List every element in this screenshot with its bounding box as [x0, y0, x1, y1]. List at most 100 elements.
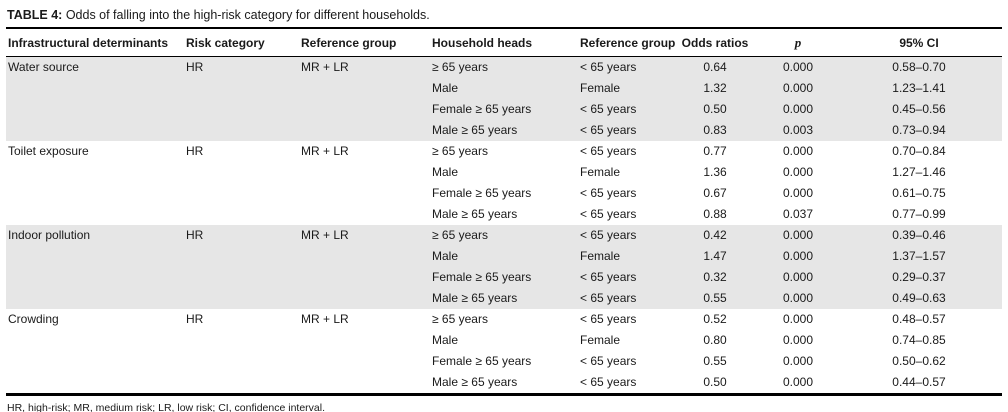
cell-p-value: 0.000	[782, 249, 814, 263]
table-row: Toilet exposure HR MR + LR ≥ 65 years < …	[6, 141, 1002, 162]
cell-head-reference-group: < 65 years	[580, 144, 637, 158]
cell-head-reference-group: < 65 years	[580, 123, 637, 137]
col-header-reference-group-2: Reference group	[578, 29, 675, 57]
cell-head-reference-group: Female	[580, 165, 621, 179]
col-header-risk-category: Risk category	[184, 29, 299, 57]
cell-determinant: Indoor pollution	[8, 228, 91, 242]
cell-p-value: 0.000	[782, 144, 814, 158]
table-title: TABLE 4: Odds of falling into the high-r…	[6, 5, 1002, 29]
cell-head-reference-group: < 65 years	[580, 354, 637, 368]
cell-ci: 1.23–1.41	[892, 81, 946, 95]
col-header-95-ci: 95% CI	[836, 29, 1002, 57]
cell-head-reference-group: < 65 years	[580, 186, 637, 200]
odds-ratio-table: Infrastructural determinants Risk catego…	[6, 29, 1002, 396]
cell-head-reference-group: Female	[580, 249, 621, 263]
cell-reference-group: MR + LR	[301, 228, 349, 242]
table-footnote: HR, high-risk; MR, medium risk; LR, low …	[7, 402, 325, 412]
table-row: Female ≥ 65 years < 65 years 0.67 0.000 …	[6, 183, 1002, 204]
cell-reference-group: MR + LR	[301, 312, 349, 326]
cell-household-head: Male	[432, 249, 459, 263]
cell-household-head: Male ≥ 65 years	[432, 207, 518, 221]
cell-household-head: ≥ 65 years	[432, 60, 488, 74]
cell-odds-ratio: 1.47	[703, 249, 727, 263]
cell-odds-ratio: 0.55	[703, 291, 727, 305]
cell-head-reference-group: Female	[580, 333, 621, 347]
col-header-odds-ratios: Odds ratios	[670, 29, 760, 57]
cell-odds-ratio: 0.52	[703, 312, 727, 326]
cell-household-head: Female ≥ 65 years	[432, 186, 532, 200]
cell-risk-category: HR	[186, 228, 204, 242]
cell-head-reference-group: < 65 years	[580, 228, 637, 242]
cell-household-head: Male	[432, 81, 459, 95]
cell-head-reference-group: < 65 years	[580, 270, 637, 284]
table-title-text: Odds of falling into the high-risk categ…	[65, 8, 430, 22]
table-header-row: Infrastructural determinants Risk catego…	[6, 29, 1002, 57]
cell-household-head: ≥ 65 years	[432, 312, 488, 326]
cell-household-head: Female ≥ 65 years	[432, 354, 532, 368]
cell-p-value: 0.003	[782, 123, 814, 137]
cell-head-reference-group: < 65 years	[580, 102, 637, 116]
cell-risk-category: HR	[186, 60, 204, 74]
cell-head-reference-group: < 65 years	[580, 291, 637, 305]
cell-ci: 0.48–0.57	[892, 312, 946, 326]
group-water-source: Water source HR MR + LR ≥ 65 years < 65 …	[6, 56, 1002, 141]
cell-p-value: 0.037	[782, 207, 814, 221]
table-row: Male ≥ 65 years < 65 years 0.88 0.037 0.…	[6, 204, 1002, 225]
cell-odds-ratio: 0.64	[703, 60, 727, 74]
cell-head-reference-group: < 65 years	[580, 60, 637, 74]
cell-ci: 0.29–0.37	[892, 270, 946, 284]
cell-ci: 0.49–0.63	[892, 291, 946, 305]
cell-reference-group: MR + LR	[301, 60, 349, 74]
cell-determinant: Crowding	[8, 312, 59, 326]
cell-odds-ratio: 0.50	[703, 375, 727, 389]
cell-ci: 0.61–0.75	[892, 186, 946, 200]
table-title-label: TABLE 4:	[7, 8, 63, 22]
table-row: Male ≥ 65 years < 65 years 0.55 0.000 0.…	[6, 288, 1002, 309]
cell-household-head: ≥ 65 years	[432, 228, 488, 242]
cell-p-value: 0.000	[782, 186, 814, 200]
cell-p-value: 0.000	[782, 81, 814, 95]
cell-p-value: 0.000	[782, 228, 814, 242]
col-header-household-heads: Household heads	[430, 29, 578, 57]
cell-p-value: 0.000	[782, 333, 814, 347]
cell-risk-category: HR	[186, 144, 204, 158]
cell-head-reference-group: Female	[580, 81, 621, 95]
cell-p-value: 0.000	[782, 165, 814, 179]
table-row: Female ≥ 65 years < 65 years 0.50 0.000 …	[6, 99, 1002, 120]
cell-odds-ratio: 0.83	[703, 123, 727, 137]
cell-ci: 0.58–0.70	[892, 60, 946, 74]
cell-head-reference-group: < 65 years	[580, 312, 637, 326]
table-row: Indoor pollution HR MR + LR ≥ 65 years <…	[6, 225, 1002, 246]
cell-ci: 0.70–0.84	[892, 144, 946, 158]
col-header-p-value: p	[760, 29, 836, 57]
group-crowding: Crowding HR MR + LR ≥ 65 years < 65 year…	[6, 309, 1002, 395]
cell-household-head: Female ≥ 65 years	[432, 270, 532, 284]
cell-odds-ratio: 0.55	[703, 354, 727, 368]
cell-odds-ratio: 0.77	[703, 144, 727, 158]
cell-ci: 0.45–0.56	[892, 102, 946, 116]
table-row: Crowding HR MR + LR ≥ 65 years < 65 year…	[6, 309, 1002, 330]
cell-p-value: 0.000	[782, 270, 814, 284]
cell-odds-ratio: 0.50	[703, 102, 727, 116]
table-row: Male ≥ 65 years < 65 years 0.50 0.000 0.…	[6, 372, 1002, 395]
cell-ci: 0.77–0.99	[892, 207, 946, 221]
cell-ci: 1.27–1.46	[892, 165, 946, 179]
cell-ci: 0.39–0.46	[892, 228, 946, 242]
col-header-reference-group-1: Reference group	[299, 29, 430, 57]
cell-odds-ratio: 1.36	[703, 165, 727, 179]
group-indoor-pollution: Indoor pollution HR MR + LR ≥ 65 years <…	[6, 225, 1002, 309]
table-row: Female ≥ 65 years < 65 years 0.32 0.000 …	[6, 267, 1002, 288]
cell-household-head: Female ≥ 65 years	[432, 102, 532, 116]
table-row: Water source HR MR + LR ≥ 65 years < 65 …	[6, 57, 1002, 79]
cell-p-value: 0.000	[782, 60, 814, 74]
table-row: Male ≥ 65 years < 65 years 0.83 0.003 0.…	[6, 120, 1002, 141]
cell-ci: 0.74–0.85	[892, 333, 946, 347]
cell-odds-ratio: 1.32	[703, 81, 727, 95]
cell-p-value: 0.000	[782, 354, 814, 368]
cell-p-value: 0.000	[782, 102, 814, 116]
cell-p-value: 0.000	[782, 291, 814, 305]
cell-household-head: Male	[432, 333, 459, 347]
cell-p-value: 0.000	[782, 375, 814, 389]
col-header-infrastructural-determinants: Infrastructural determinants	[6, 29, 184, 57]
